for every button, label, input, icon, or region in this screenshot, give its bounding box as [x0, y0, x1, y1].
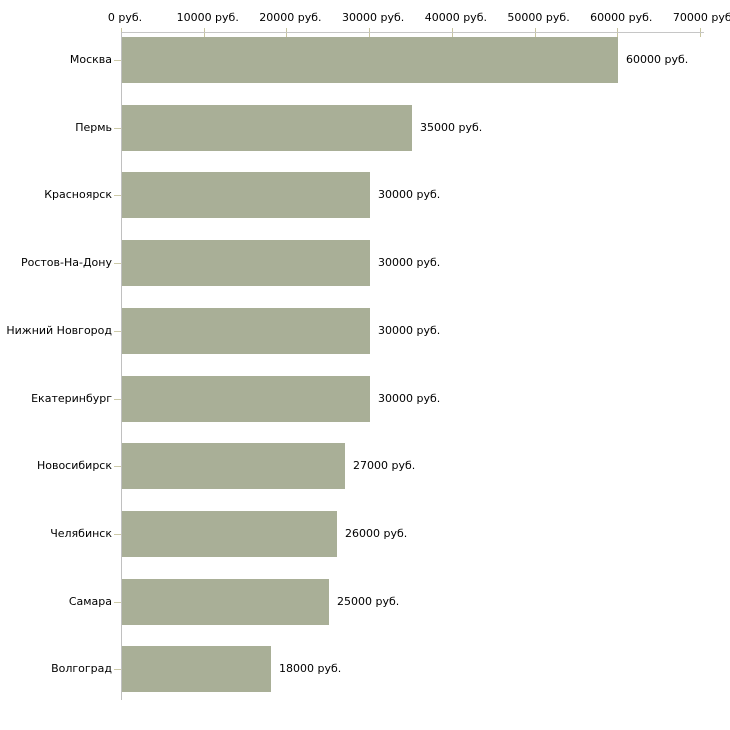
- bar-8: [122, 511, 337, 557]
- x-axis-tick-label: 70000 руб.: [672, 11, 730, 24]
- y-axis-tick-mark: [114, 399, 121, 400]
- value-label: 30000 руб.: [378, 392, 441, 405]
- x-axis-tick-label: 50000 руб.: [507, 11, 570, 24]
- bar-2: [122, 105, 412, 151]
- y-axis-tick-mark: [114, 195, 121, 196]
- value-label: 60000 руб.: [626, 53, 689, 66]
- y-axis-tick-mark: [114, 263, 121, 264]
- y-axis-line: [121, 32, 122, 700]
- x-axis-tick-label: 40000 руб.: [424, 11, 487, 24]
- bar-7: [122, 443, 345, 489]
- x-axis-tick-label: 20000 руб.: [259, 11, 322, 24]
- x-axis-tick-label: 0 руб.: [107, 11, 143, 24]
- category-label: Москва: [69, 53, 112, 66]
- value-label: 25000 руб.: [337, 595, 400, 608]
- category-label: Ростов-На-Дону: [20, 256, 112, 269]
- y-axis-tick-mark: [114, 669, 121, 670]
- value-label: 35000 руб.: [420, 121, 483, 134]
- value-label: 30000 руб.: [378, 188, 441, 201]
- bar-1: [122, 37, 618, 83]
- bar-3: [122, 172, 370, 218]
- y-axis-tick-mark: [114, 466, 121, 467]
- category-label: Нижний Новгород: [6, 324, 112, 337]
- category-label: Красноярск: [44, 188, 112, 201]
- y-axis-tick-mark: [114, 128, 121, 129]
- value-label: 27000 руб.: [353, 459, 416, 472]
- bar-10: [122, 646, 271, 692]
- category-label: Пермь: [75, 121, 112, 134]
- x-axis-tick-label: 30000 руб.: [342, 11, 405, 24]
- category-label: Самара: [68, 595, 112, 608]
- x-axis-line: [121, 32, 704, 33]
- value-label: 26000 руб.: [345, 527, 408, 540]
- value-label: 30000 руб.: [378, 324, 441, 337]
- category-label: Челябинск: [50, 527, 112, 540]
- category-label: Новосибирск: [36, 459, 112, 472]
- bar-5: [122, 308, 370, 354]
- bar-4: [122, 240, 370, 286]
- x-axis-tick-label: 10000 руб.: [176, 11, 239, 24]
- bar-9: [122, 579, 329, 625]
- y-axis-tick-mark: [114, 60, 121, 61]
- y-axis-tick-mark: [114, 331, 121, 332]
- x-axis-tick-label: 60000 руб.: [590, 11, 653, 24]
- bar-6: [122, 376, 370, 422]
- y-axis-tick-mark: [114, 534, 121, 535]
- value-label: 18000 руб.: [279, 662, 342, 675]
- y-axis-tick-mark: [114, 602, 121, 603]
- value-label: 30000 руб.: [378, 256, 441, 269]
- category-label: Екатеринбург: [31, 392, 112, 405]
- category-label: Волгоград: [51, 662, 112, 675]
